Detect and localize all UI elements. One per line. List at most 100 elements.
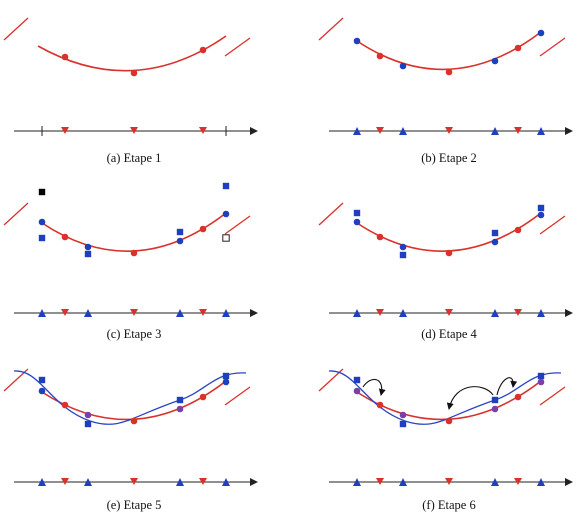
red-point — [445, 417, 453, 425]
curved-arrow — [496, 377, 518, 396]
blue-point — [38, 387, 46, 395]
red-point — [514, 44, 522, 52]
curved-arrow — [362, 378, 386, 396]
red-point — [130, 249, 138, 257]
blue-triangle-marker — [353, 478, 361, 486]
red-tangent-right — [224, 37, 251, 57]
black-square — [38, 188, 46, 196]
red-tangent-left — [3, 17, 29, 41]
blue-triangle-marker — [38, 309, 46, 317]
blue-square — [353, 376, 361, 384]
red-point — [199, 225, 207, 233]
purple-point — [353, 387, 361, 395]
panel-c — [3, 182, 258, 317]
blue-triangle-marker — [537, 478, 545, 486]
red-triangle-marker — [376, 478, 384, 485]
red-point — [445, 249, 453, 257]
blue-square — [399, 251, 407, 259]
red-triangle-marker — [130, 127, 138, 134]
red-tangent-left — [318, 202, 344, 226]
blue-point — [84, 243, 92, 251]
blue-square — [176, 228, 184, 236]
blue-square — [84, 420, 92, 428]
blue-triangle-marker — [537, 127, 545, 135]
red-parabola — [356, 31, 542, 71]
red-point — [514, 226, 522, 234]
red-parabola — [41, 380, 227, 421]
blue-point — [491, 57, 499, 65]
red-tangent-right — [224, 215, 251, 235]
red-parabola — [41, 212, 227, 252]
purple-point — [176, 405, 184, 413]
blue-point — [176, 237, 184, 245]
blue-triangle-marker — [491, 478, 499, 486]
blue-triangle-marker — [491, 309, 499, 317]
red-point — [61, 53, 69, 61]
red-triangle-marker — [376, 127, 384, 134]
red-triangle-marker — [445, 309, 453, 316]
purple-point — [491, 405, 499, 413]
panel-d — [318, 202, 573, 317]
blue-square — [491, 229, 499, 237]
blue-point — [399, 243, 407, 251]
blue-square — [399, 420, 407, 428]
red-point — [61, 233, 69, 241]
red-point — [61, 401, 69, 409]
blue-square — [491, 396, 499, 404]
blue-point — [491, 238, 499, 246]
blue-fitted-curve — [13, 370, 247, 425]
caption-d: (d) Etape 4 — [421, 327, 477, 341]
blue-triangle-marker — [222, 309, 230, 317]
blue-triangle-marker — [176, 309, 184, 317]
caption-b: (b) Etape 2 — [421, 151, 477, 165]
blue-square — [38, 376, 46, 384]
blue-point — [38, 218, 46, 226]
red-tangent-left — [3, 202, 29, 226]
blue-fitted-curve — [328, 370, 562, 425]
blue-triangle-marker — [38, 478, 46, 486]
red-triangle-marker — [61, 309, 69, 316]
blue-triangle-marker — [222, 478, 230, 486]
blue-square — [176, 396, 184, 404]
red-triangle-marker — [61, 127, 69, 134]
red-triangle-marker — [514, 478, 522, 485]
blue-triangle-marker — [84, 309, 92, 317]
blue-square — [222, 182, 230, 190]
panel-e — [3, 368, 258, 486]
blue-point — [353, 218, 361, 226]
red-tangent-right — [539, 37, 566, 57]
blue-square — [84, 250, 92, 258]
blue-triangle-marker — [84, 478, 92, 486]
blue-point — [399, 62, 407, 70]
blue-square — [353, 209, 361, 217]
caption-c: (c) Etape 3 — [107, 327, 162, 341]
caption-a: (a) Etape 1 — [107, 151, 162, 165]
blue-triangle-marker — [176, 478, 184, 486]
blue-point — [222, 210, 230, 218]
blue-triangle-marker — [353, 309, 361, 317]
blue-triangle-marker — [537, 309, 545, 317]
red-point — [130, 417, 138, 425]
red-parabola — [356, 212, 542, 252]
red-triangle-marker — [130, 309, 138, 316]
curved-arrow — [446, 386, 494, 410]
red-triangle-marker — [61, 478, 69, 485]
caption-f: (f) Etape 6 — [422, 498, 475, 512]
red-point — [376, 401, 384, 409]
panel-b — [318, 17, 573, 135]
red-tangent-right — [224, 386, 251, 406]
red-tangent-left — [318, 17, 344, 41]
red-point — [376, 233, 384, 241]
blue-square — [38, 234, 46, 242]
blue-triangle-marker — [399, 309, 407, 317]
red-point — [199, 46, 207, 54]
blue-point — [537, 211, 545, 219]
red-triangle-marker — [445, 127, 453, 134]
red-point — [130, 69, 138, 77]
panel-a — [3, 17, 258, 136]
red-triangle-marker — [199, 127, 207, 134]
blue-triangle-marker — [353, 127, 361, 135]
red-point — [199, 393, 207, 401]
red-point — [514, 393, 522, 401]
